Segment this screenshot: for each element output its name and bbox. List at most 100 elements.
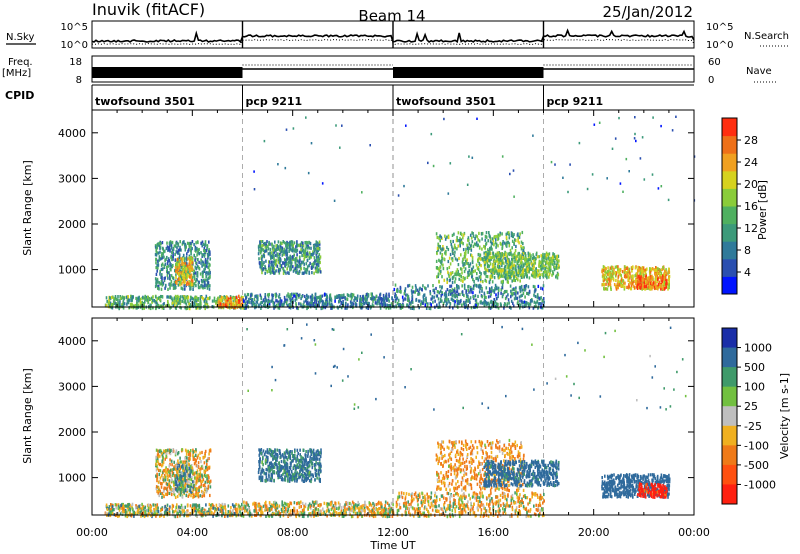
rti-data-point	[660, 287, 662, 291]
rti-data-point	[382, 299, 385, 303]
rti-data-point	[339, 146, 341, 149]
rti-data-point	[218, 304, 220, 308]
rti-data-point	[188, 245, 191, 249]
rti-data-point	[504, 273, 507, 277]
rti-data-point	[168, 491, 171, 495]
rti-data-point	[381, 298, 384, 302]
rti-data-point	[158, 243, 160, 247]
rti-data-point	[168, 295, 170, 299]
rti-data-point	[175, 265, 178, 269]
rti-data-point	[274, 293, 277, 297]
rti-data-point	[610, 279, 612, 283]
rti-data-point	[476, 266, 479, 271]
rti-data-point	[454, 280, 456, 284]
rti-data-point	[339, 298, 341, 303]
rti-data-point	[643, 277, 646, 282]
rti-data-point	[430, 297, 432, 301]
rti-data-point	[172, 283, 175, 287]
rti-data-point	[184, 269, 186, 274]
rti-data-point	[181, 262, 183, 266]
rti-data-point	[382, 302, 384, 307]
rti-data-point	[478, 231, 480, 235]
rti-data-point	[351, 302, 353, 306]
rti-data-point	[630, 281, 632, 285]
rti-data-point	[309, 242, 312, 246]
rti-data-point	[634, 132, 636, 136]
rti-data-point	[544, 253, 546, 257]
beam-title: Beam 14	[358, 7, 425, 25]
rti-data-point	[169, 462, 171, 466]
rti-data-point	[160, 287, 163, 291]
rti-data-point	[548, 252, 551, 256]
rti-data-point	[286, 247, 288, 251]
rti-data-point	[501, 258, 504, 263]
rti-data-point	[161, 474, 163, 478]
rti-data-point	[634, 279, 637, 284]
rti-data-point	[485, 241, 488, 245]
rti-data-point	[340, 300, 343, 304]
rti-data-point	[184, 482, 187, 486]
rti-data-point	[527, 254, 530, 258]
rti-data-point	[467, 270, 469, 274]
rti-data-point	[204, 257, 207, 262]
rti-data-point	[308, 256, 311, 260]
rti-data-point	[556, 259, 559, 263]
rti-data-point	[271, 270, 273, 274]
rti-data-point	[668, 275, 670, 279]
rti-data-point	[299, 258, 301, 263]
rti-data-point	[169, 458, 171, 462]
rti-data-point	[312, 250, 314, 254]
rti-data-point	[206, 286, 209, 290]
rti-data-point	[512, 257, 514, 261]
rti-data-point	[182, 240, 184, 244]
rti-data-point	[111, 302, 114, 307]
rti-data-point	[485, 231, 488, 235]
rti-data-point	[250, 294, 252, 298]
rti-data-point	[419, 299, 421, 303]
rti-data-point	[283, 247, 285, 251]
nave-tick-top: 60	[708, 57, 721, 68]
rti-data-point	[168, 241, 171, 245]
rti-data-point	[156, 467, 159, 471]
rti-data-point	[384, 303, 387, 308]
rti-data-point	[205, 284, 208, 288]
rti-data-point	[279, 260, 281, 265]
rti-data-point	[457, 263, 460, 267]
rti-data-point	[466, 243, 468, 247]
rti-data-point	[501, 285, 503, 290]
rti-data-point	[156, 479, 158, 483]
rti-data-point	[352, 293, 355, 297]
rti-data-point	[247, 293, 250, 297]
rti-data-point	[140, 301, 143, 306]
rti-data-point	[372, 299, 374, 303]
rti-data-point	[477, 278, 480, 282]
rti-data-point	[445, 290, 447, 294]
rti-data-point	[324, 306, 327, 310]
rti-data-point	[488, 252, 491, 256]
rti-data-point	[273, 271, 275, 275]
rti-data-point	[194, 303, 196, 307]
rti-data-point	[120, 296, 122, 300]
rti-data-point	[161, 273, 163, 277]
rti-data-point	[300, 241, 303, 245]
rti-data-point	[196, 493, 199, 497]
rti-data-point	[203, 246, 206, 250]
rti-data-point	[460, 274, 462, 279]
rti-data-point	[466, 183, 469, 186]
rti-data-point	[293, 253, 295, 257]
rti-data-point	[196, 306, 199, 310]
rti-data-point	[164, 475, 167, 479]
rti-data-point	[109, 296, 112, 300]
rti-data-point	[471, 275, 473, 279]
rti-data-point	[485, 301, 487, 305]
rti-data-point	[243, 306, 246, 310]
rti-data-point	[289, 244, 291, 249]
rti-data-point	[642, 283, 645, 287]
rti-data-point	[479, 277, 482, 281]
rti-data-point	[660, 271, 663, 275]
rti-data-point	[155, 249, 158, 253]
rti-data-point	[465, 259, 467, 263]
rti-data-point	[608, 282, 610, 286]
rti-data-point	[515, 244, 517, 249]
rti-data-point	[136, 300, 138, 304]
